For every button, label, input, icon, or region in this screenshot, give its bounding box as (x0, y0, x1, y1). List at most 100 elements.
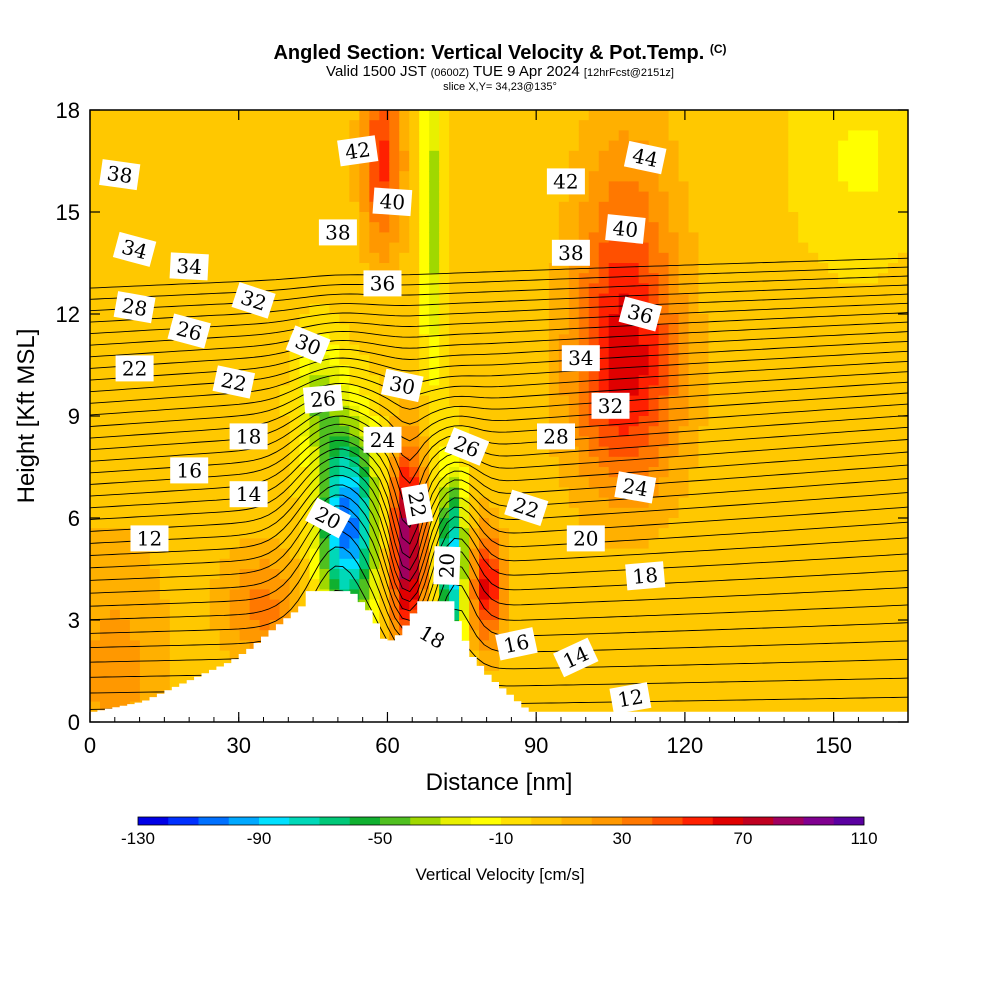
velocity-cell (399, 467, 410, 478)
valid-time-utc: (0600Z) (430, 67, 470, 79)
velocity-cell (159, 395, 171, 407)
velocity-cell (768, 426, 779, 437)
velocity-cell (728, 314, 740, 325)
velocity-cell (528, 181, 540, 193)
velocity-cell (868, 507, 879, 519)
velocity-cell (109, 110, 121, 121)
velocity-cell (678, 263, 690, 274)
velocity-cell (489, 558, 500, 570)
velocity-cell (319, 252, 331, 264)
velocity-cell (528, 691, 540, 703)
velocity-cell (798, 171, 809, 182)
velocity-cell (139, 191, 151, 203)
velocity-cell (848, 487, 859, 499)
velocity-cell (858, 140, 869, 152)
velocity-cell (598, 620, 610, 631)
velocity-cell (459, 242, 470, 254)
velocity-cell (658, 538, 670, 550)
velocity-cell (648, 518, 660, 529)
velocity-cell (818, 569, 829, 580)
velocity-cell (139, 334, 151, 346)
velocity-cell (868, 150, 879, 162)
velocity-cell (139, 579, 151, 590)
velocity-cell (838, 242, 849, 254)
velocity-cell (349, 171, 360, 182)
velocity-cell (399, 314, 410, 325)
velocity-cell (109, 467, 121, 478)
velocity-cell (489, 416, 500, 427)
velocity-cell (628, 375, 640, 386)
velocity-cell (698, 538, 710, 550)
velocity-cell (798, 161, 809, 172)
velocity-cell (129, 273, 141, 284)
velocity-cell (309, 120, 321, 131)
velocity-cell (598, 365, 610, 376)
velocity-cell (868, 283, 879, 295)
velocity-cell (259, 467, 271, 478)
velocity-cell (768, 640, 779, 652)
velocity-cell (738, 171, 749, 182)
velocity-cell (748, 701, 759, 713)
velocity-cell (888, 344, 899, 356)
velocity-cell (608, 252, 620, 264)
velocity-cell (688, 130, 700, 142)
velocity-cell (229, 212, 241, 223)
velocity-cell (449, 150, 460, 162)
velocity-cell (199, 314, 211, 325)
velocity-cell (249, 252, 261, 264)
velocity-cell (359, 497, 370, 509)
velocity-cell (159, 293, 171, 305)
velocity-cell (229, 191, 241, 203)
velocity-cell (499, 130, 510, 142)
velocity-cell (119, 640, 131, 652)
velocity-cell (788, 630, 799, 641)
velocity-cell (419, 334, 430, 346)
velocity-cell (369, 110, 380, 121)
velocity-cell (259, 150, 271, 162)
velocity-cell (339, 385, 350, 397)
velocity-cell (209, 579, 221, 590)
velocity-cell (758, 283, 769, 295)
velocity-cell (429, 426, 440, 437)
velocity-cell (718, 660, 730, 672)
velocity-cell (818, 681, 829, 692)
velocity-cell (489, 528, 500, 539)
velocity-cell (369, 375, 380, 386)
velocity-cell (209, 650, 221, 662)
velocity-cell (229, 395, 241, 407)
velocity-cell (568, 161, 580, 172)
contour-label: 40 (372, 187, 413, 217)
velocity-cell (588, 436, 600, 448)
velocity-cell (768, 140, 779, 152)
velocity-cell (568, 446, 580, 458)
velocity-cell (648, 630, 660, 641)
velocity-cell (798, 446, 809, 458)
velocity-cell (568, 201, 580, 213)
velocity-cell (249, 344, 261, 356)
velocity-cell (538, 467, 550, 478)
velocity-cell (469, 558, 480, 570)
contour-label-text: 40 (379, 189, 406, 215)
velocity-cell (409, 191, 420, 203)
velocity-cell (748, 446, 759, 458)
velocity-cell (249, 620, 261, 631)
velocity-cell (439, 436, 450, 448)
velocity-cell (608, 375, 620, 386)
velocity-cell (528, 324, 540, 335)
velocity-cell (139, 324, 151, 335)
velocity-cell (189, 548, 201, 560)
velocity-cell (199, 191, 211, 203)
velocity-cell (508, 181, 520, 193)
velocity-cell (788, 528, 799, 539)
velocity-cell (489, 569, 500, 580)
velocity-cell (209, 161, 221, 172)
velocity-cell (748, 599, 759, 611)
velocity-cell (558, 518, 570, 529)
velocity-cell (149, 497, 161, 509)
velocity-cell (628, 507, 640, 519)
velocity-cell (149, 405, 161, 417)
velocity-cell (159, 171, 171, 182)
velocity-cell (269, 303, 281, 315)
velocity-cell (349, 212, 360, 223)
velocity-cell (758, 620, 769, 631)
